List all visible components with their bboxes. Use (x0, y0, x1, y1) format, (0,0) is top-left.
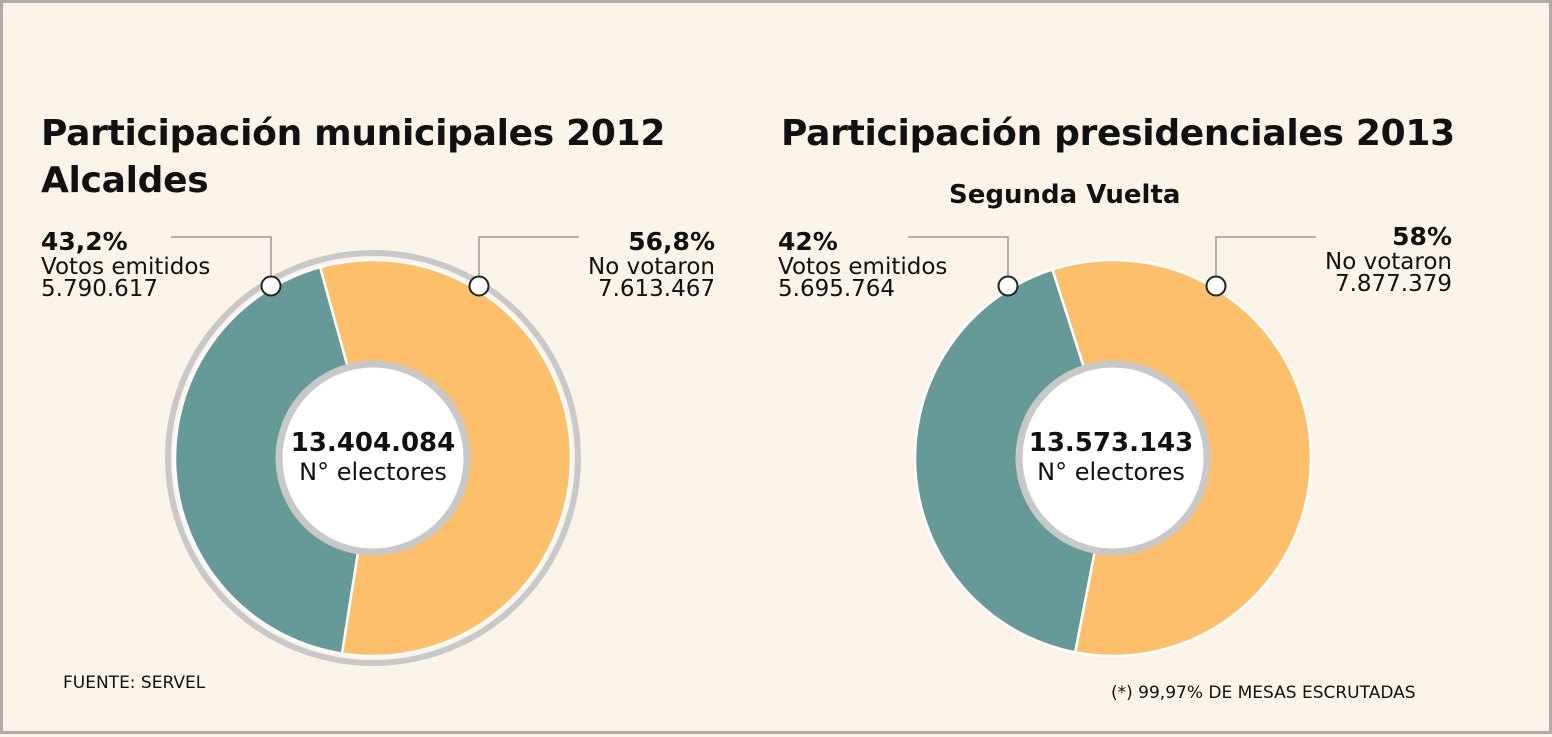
chart2-title: Participación presidenciales 2013 (781, 113, 1455, 154)
chart1-leader-right (478, 236, 579, 276)
source-note: FUENTE: SERVEL (63, 673, 206, 693)
chart2-center: 13.573.143 N° electores (1011, 428, 1211, 486)
chart2-votos-callout: 42% Votos emitidos 5.695.764 (778, 227, 948, 302)
chart1-votos-label: Votos emitidos (41, 254, 211, 280)
chart2-leader-left (908, 236, 1009, 276)
chart2-center-label: N° electores (1037, 458, 1185, 486)
chart1-title: Participación municipales 2012 (41, 113, 666, 154)
chart1-subtitle: Alcaldes (41, 160, 209, 201)
chart1-outer-ring (165, 250, 581, 666)
chart1-novotaron-count: 7.613.467 (597, 276, 715, 302)
footnote: (*) 99,97% DE MESAS ESCRUTADAS (1111, 683, 1416, 703)
chart1-novotaron-callout: 56,8% No votaron 7.613.467 (483, 227, 715, 302)
chart1-center-hole (275, 360, 471, 556)
chart1-novotaron-percent: 56,8% (628, 227, 715, 256)
chart1-votos-count: 5.790.617 (41, 276, 159, 302)
chart2-novotaron-count: 7.877.379 (1334, 271, 1452, 297)
chart2-marker-right (1205, 275, 1227, 297)
chart1-marker-left (260, 275, 282, 297)
chart2-leader-right (1215, 236, 1316, 276)
chart1-center-label: N° electores (299, 458, 447, 486)
chart1-votos-percent: 43,2% (41, 227, 128, 256)
chart2-total-electores: 13.573.143 (1028, 428, 1194, 458)
chart2-votos-count: 5.695.764 (778, 276, 896, 302)
chart2-center-hole (1015, 360, 1211, 556)
chart1-votos-callout: 43,2% Votos emitidos 5.790.617 (41, 227, 211, 302)
charts-canvas (165, 236, 1316, 666)
chart2-votos-label: Votos emitidos (778, 254, 948, 280)
chart1-leader-left (171, 236, 272, 276)
chart2-novotaron-label: No votaron (1325, 249, 1452, 275)
chart1-novotaron-label: No votaron (588, 254, 715, 280)
chart2-novotaron-percent: 58% (1392, 222, 1452, 251)
chart1-total-electores: 13.404.084 (290, 428, 456, 458)
chart2-subtitle: Segunda Vuelta (949, 180, 1181, 210)
chart1-center: 13.404.084 N° electores (273, 428, 473, 486)
chart2-votos-percent: 42% (778, 227, 838, 256)
chart2-marker-left (997, 275, 1019, 297)
chart1-marker-right (468, 275, 490, 297)
chart2-novotaron-callout: 58% No votaron 7.877.379 (1218, 222, 1452, 297)
